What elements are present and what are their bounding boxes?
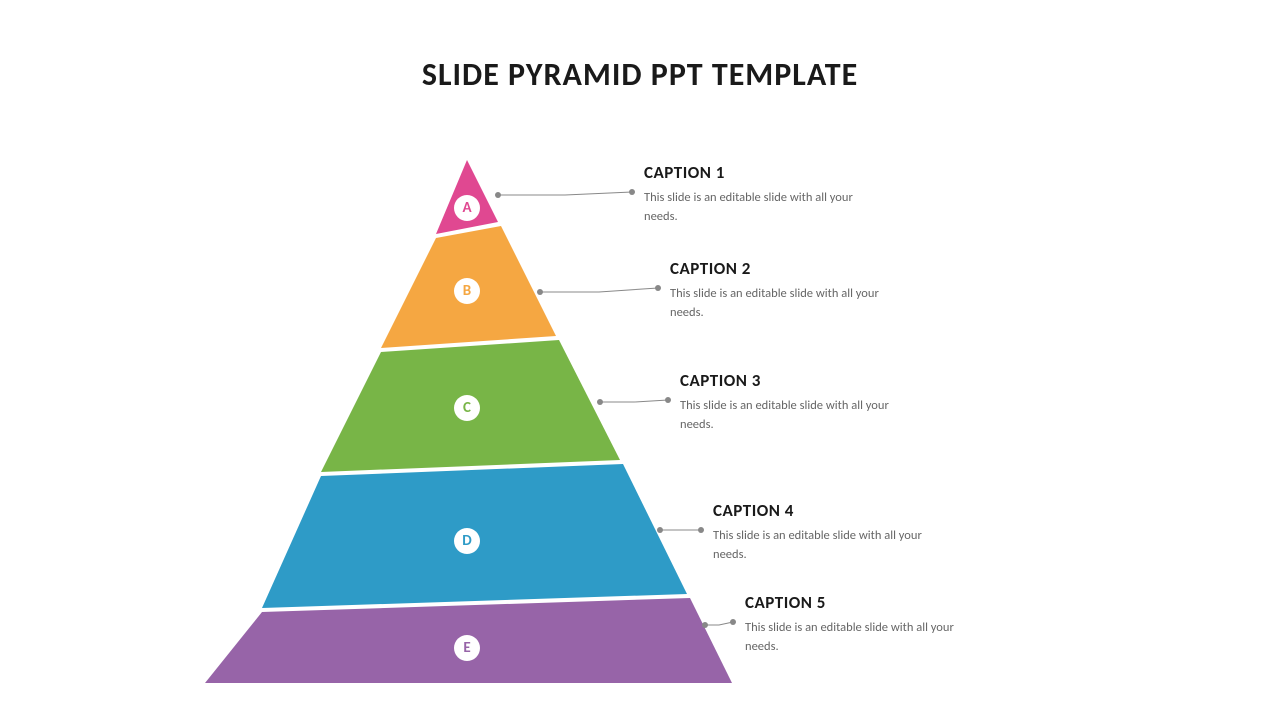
- connector-dot-end-c: [665, 397, 671, 403]
- caption-block-2: CAPTION 2 This slide is an editable slide…: [670, 258, 900, 323]
- pyramid-letter-b: B: [454, 278, 480, 304]
- connector-dot-start-d: [657, 527, 663, 533]
- caption-title-3: CAPTION 3: [680, 370, 910, 391]
- connector-dot-start-a: [495, 192, 501, 198]
- caption-block-3: CAPTION 3 This slide is an editable slide…: [680, 370, 910, 435]
- connector-dot-start-e: [702, 622, 708, 628]
- caption-title-1: CAPTION 1: [644, 162, 874, 183]
- caption-desc-1: This slide is an editable slide with all…: [644, 189, 874, 227]
- caption-block-5: CAPTION 5 This slide is an editable slide…: [745, 592, 975, 657]
- connector-dot-end-d: [698, 527, 704, 533]
- pyramid-svg: [0, 0, 1280, 720]
- caption-desc-2: This slide is an editable slide with all…: [670, 285, 900, 323]
- caption-title-4: CAPTION 4: [713, 500, 943, 521]
- pyramid-letter-d: D: [454, 528, 480, 554]
- caption-desc-3: This slide is an editable slide with all…: [680, 397, 910, 435]
- caption-desc-5: This slide is an editable slide with all…: [745, 619, 975, 657]
- caption-desc-4: This slide is an editable slide with all…: [713, 527, 943, 565]
- caption-block-4: CAPTION 4 This slide is an editable slide…: [713, 500, 943, 565]
- connector-line-c: [600, 400, 668, 402]
- connector-dot-end-a: [629, 189, 635, 195]
- connector-line-e: [705, 622, 733, 625]
- connector-line-a: [498, 192, 632, 195]
- connector-dot-start-c: [597, 399, 603, 405]
- connector-dot-end-e: [730, 619, 736, 625]
- connector-line-b: [540, 288, 658, 292]
- pyramid-letter-e: E: [454, 635, 480, 661]
- connector-dot-start-b: [537, 289, 543, 295]
- pyramid-letter-c: C: [454, 395, 480, 421]
- pyramid-letter-a: A: [454, 195, 480, 221]
- caption-block-1: CAPTION 1 This slide is an editable slide…: [644, 162, 874, 227]
- connector-dot-end-b: [655, 285, 661, 291]
- caption-title-2: CAPTION 2: [670, 258, 900, 279]
- caption-title-5: CAPTION 5: [745, 592, 975, 613]
